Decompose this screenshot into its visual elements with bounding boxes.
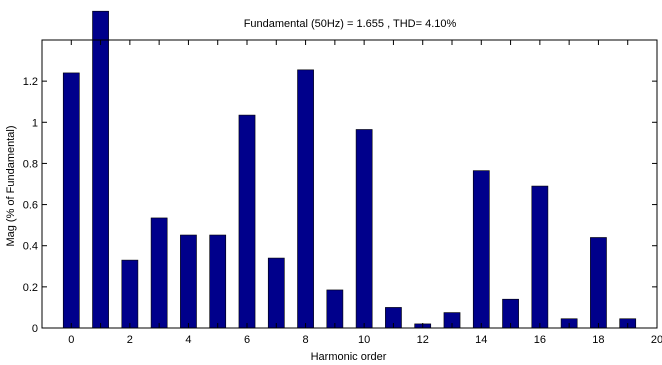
- y-tick-labels: 0 0.2 0.4 0.6 0.8 1 1.2: [23, 76, 38, 335]
- bar-harmonic-1: [92, 10, 109, 329]
- bar-harmonic-7: [267, 257, 285, 329]
- bar-harmonic-18: [590, 237, 607, 329]
- x-tick-labels: 0 2 4 6 8 10 12 14 16 18 20: [68, 334, 662, 346]
- axis-ticks: [41, 40, 658, 329]
- x-tick-label: 12: [417, 334, 429, 346]
- x-tick-label: 14: [475, 334, 487, 346]
- x-tick-label: 20: [651, 334, 662, 346]
- bar-harmonic-0: [62, 72, 80, 329]
- bar-harmonic-6: [238, 114, 256, 329]
- chart-title: Fundamental (50Hz) = 1.655 , THD= 4.10%: [244, 18, 457, 30]
- bar-harmonic-8: [297, 69, 314, 329]
- bar-harmonic-9: [326, 289, 344, 329]
- x-tick-label: 4: [185, 334, 191, 346]
- bar-harmonic-4: [180, 234, 197, 329]
- plot-frame: [41, 39, 658, 329]
- y-tick-label: 0.2: [23, 282, 38, 294]
- bar-harmonic-3: [150, 217, 168, 329]
- x-tick-label: 8: [303, 334, 309, 346]
- x-tick-label: 16: [534, 334, 546, 346]
- x-tick-label: 2: [127, 334, 133, 346]
- bar-harmonic-10: [355, 129, 373, 329]
- x-tick-label: 0: [68, 334, 74, 346]
- y-tick-label: 0.6: [23, 200, 38, 212]
- bar-series: [62, 10, 637, 329]
- bar-harmonic-14: [472, 170, 490, 329]
- x-tick-label: 6: [244, 334, 250, 346]
- x-tick-label: 10: [358, 334, 370, 346]
- y-tick-label: 1.2: [23, 76, 38, 88]
- bar-harmonic-5: [209, 234, 227, 329]
- y-tick-label: 0.8: [23, 158, 38, 170]
- x-axis-title: Harmonic order: [311, 351, 387, 363]
- bar-harmonic-2: [121, 259, 139, 329]
- y-tick-label: 0: [32, 323, 38, 335]
- y-tick-label: 1: [32, 117, 38, 129]
- y-axis-title: Mag (% of Fundamental): [5, 125, 17, 246]
- x-tick-label: 18: [592, 334, 604, 346]
- bar-harmonic-16: [531, 185, 549, 329]
- y-tick-label: 0.4: [23, 241, 38, 253]
